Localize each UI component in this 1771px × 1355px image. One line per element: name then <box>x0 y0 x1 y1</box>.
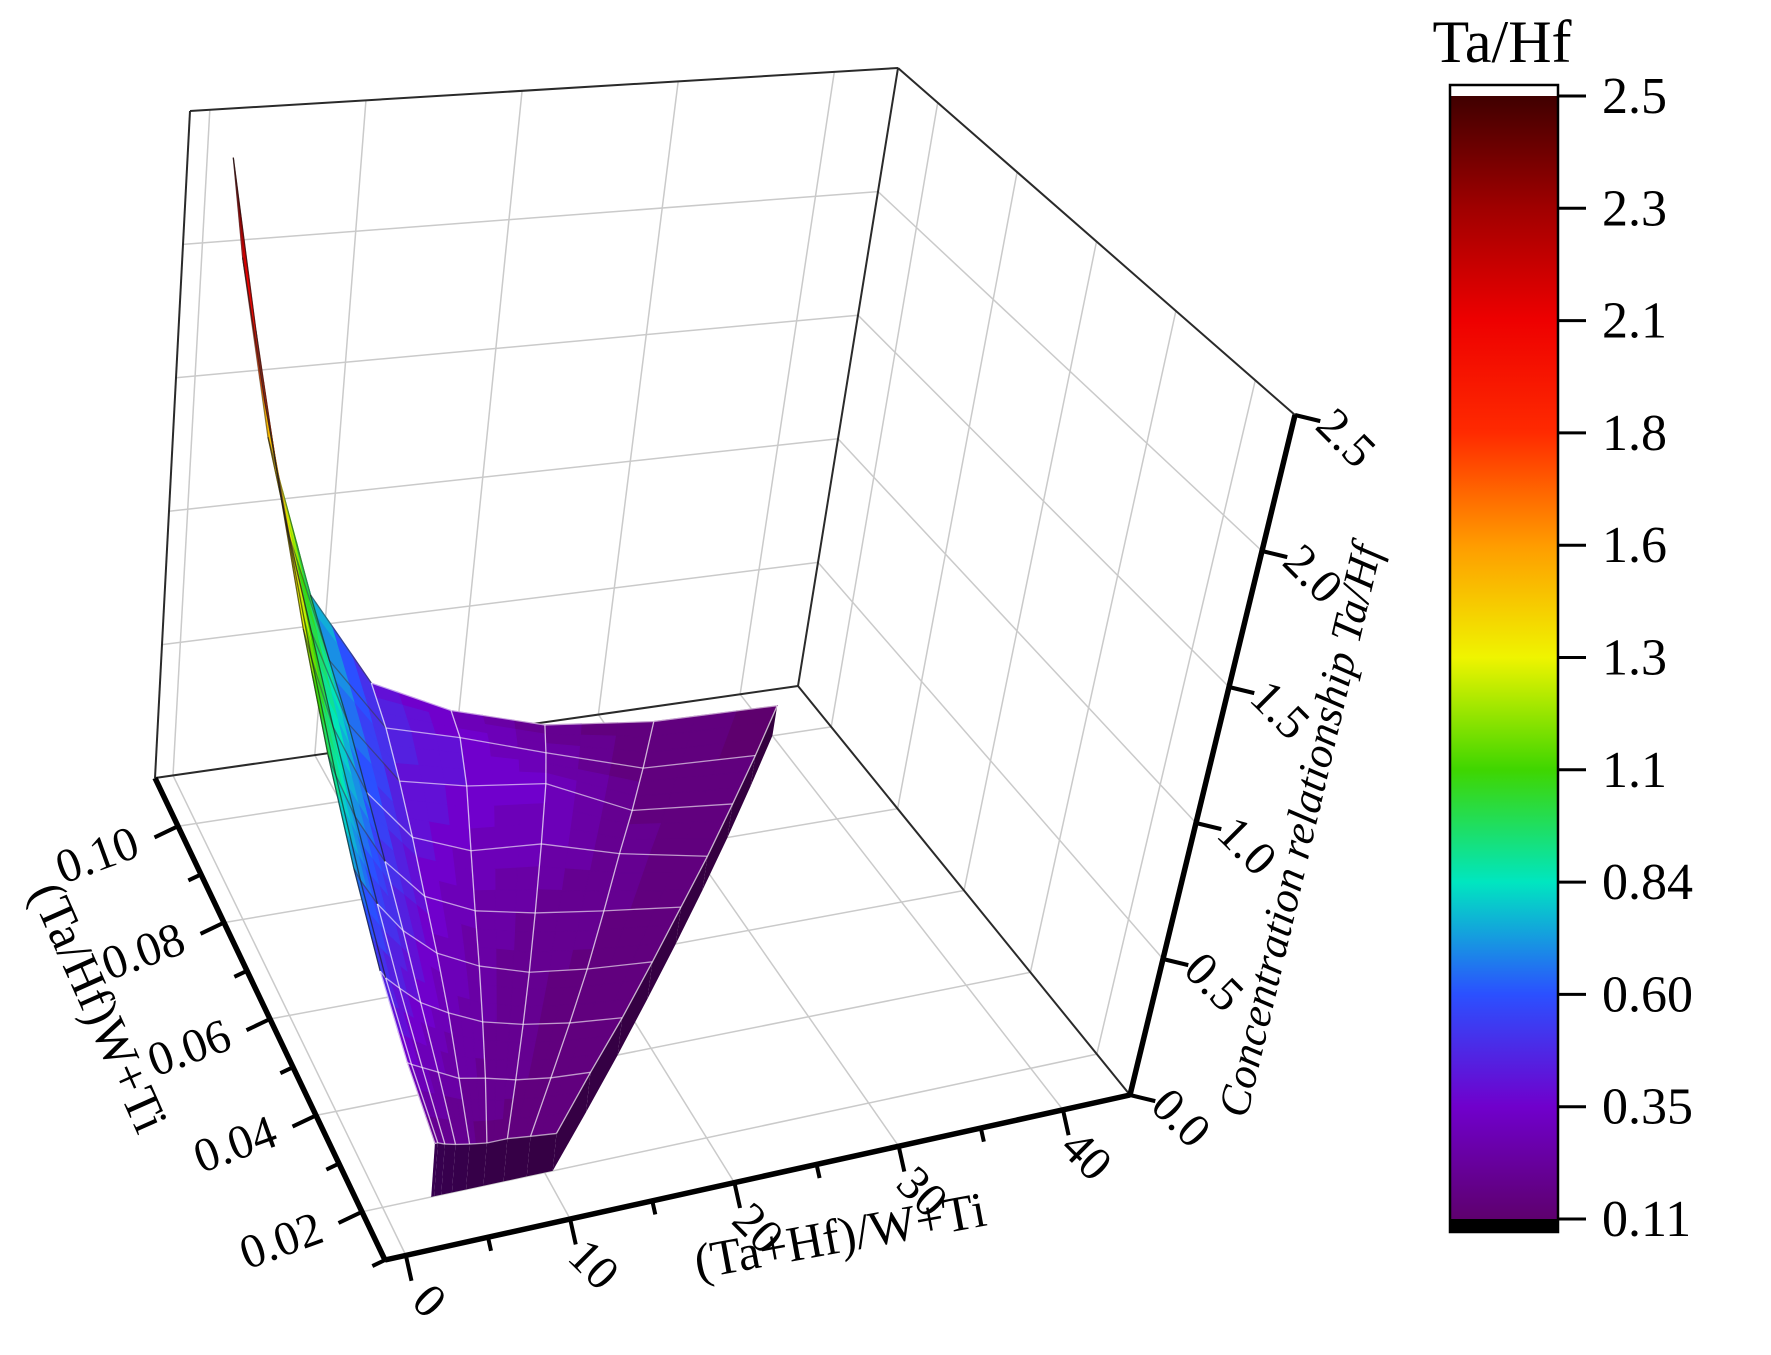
colorbar-tick-label: 0.60 <box>1602 966 1693 1023</box>
x-tick-label: 10 <box>558 1229 629 1300</box>
y-tick-label: 0.04 <box>187 1105 284 1184</box>
box-gridlines <box>161 71 1263 1256</box>
z-tick-label: 0.0 <box>1141 1078 1221 1158</box>
colorbar-tick-label: 2.1 <box>1602 293 1667 350</box>
x-tick-label: 40 <box>1051 1120 1122 1191</box>
colorbar-tick-label: 0.11 <box>1602 1191 1691 1248</box>
colorbar-tick-label: 1.3 <box>1602 630 1667 687</box>
x-axis-title: (Ta+Hf)/W+Ti <box>690 1181 991 1290</box>
colorbar-tick-label: 2.5 <box>1602 68 1667 125</box>
colorbar-title: Ta/Hf <box>1432 9 1571 75</box>
colorbar-tick-label: 0.84 <box>1602 854 1693 911</box>
axes: 0102030400.020.040.060.080.100.00.51.01.… <box>49 398 1386 1328</box>
y-axis-title: (Ta/Hf)W+Ti <box>20 874 180 1141</box>
colorbar-tick-label: 1.8 <box>1602 405 1667 462</box>
surface-mesh <box>232 157 779 1197</box>
z-tick-label: 2.5 <box>1306 398 1386 478</box>
colorbar-tick-label: 1.6 <box>1602 517 1667 574</box>
colorbar-tick-label: 2.3 <box>1602 180 1667 237</box>
x-tick-label: 0 <box>402 1274 456 1328</box>
colorbar: 2.5 2.3 2.1 1.8 1.6 1.3 1.1 0.84 0.60 0.35 0.11 <box>1448 68 1693 1248</box>
y-tick-label: 0.02 <box>233 1202 330 1281</box>
colorbar-tick-label: 0.35 <box>1602 1079 1693 1136</box>
colorbar-tick-label: 1.1 <box>1602 742 1667 799</box>
